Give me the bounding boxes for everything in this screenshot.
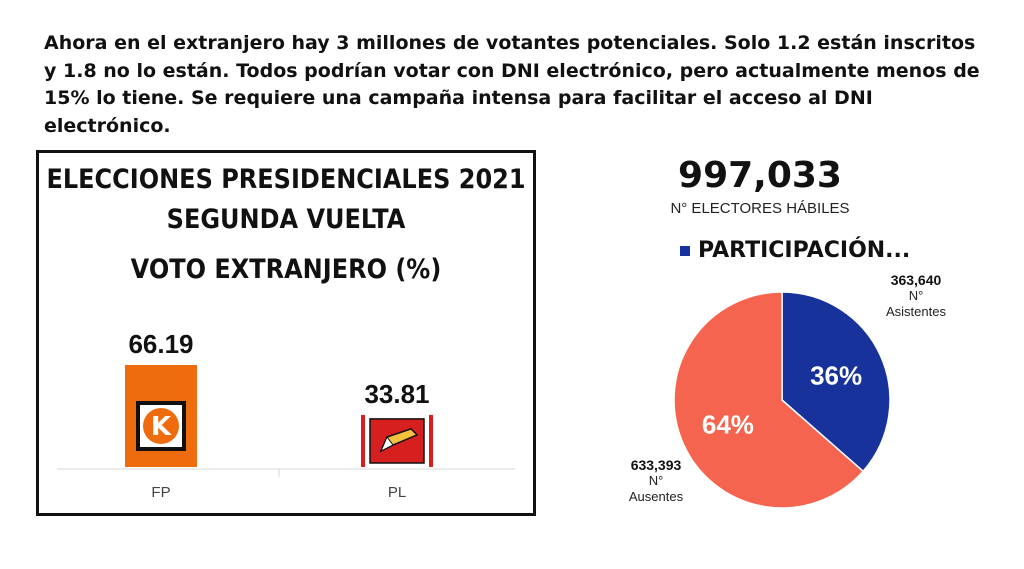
pie-percent-label: 64% — [702, 409, 754, 439]
bar-category-label: PL — [388, 484, 406, 501]
bar-chart-panel: ELECCIONES PRESIDENCIALES 2021 SEGUNDA V… — [36, 150, 536, 516]
bar-chart-title: ELECCIONES PRESIDENCIALES 2021 — [46, 163, 526, 195]
ausentes-label-line1: N° — [648, 473, 664, 488]
pencil-logo-icon — [369, 418, 425, 464]
svg-text:K: K — [151, 412, 172, 442]
intro-paragraph: Ahora en el extranjero hay 3 millones de… — [44, 32, 980, 137]
k-logo-icon: K — [136, 401, 186, 451]
ausentes-label-line2: Ausentes — [628, 489, 684, 504]
bar-chart-plot: K 66.19 FP 33.81 PL — [57, 329, 515, 501]
bar-fp: K — [125, 365, 197, 467]
bar-category-label: FP — [151, 484, 170, 501]
pie-note-ausentes: 633,393 N° Ausentes — [606, 457, 706, 505]
legend-swatch — [680, 245, 690, 256]
asistentes-value: 363,640 — [890, 272, 942, 288]
pie-legend: PARTICIPACIÓN... — [680, 238, 910, 263]
electores-habiles-value: 997,033 — [678, 155, 842, 196]
legend-label: PARTICIPACIÓN... — [698, 238, 911, 263]
bar-pl — [361, 414, 433, 467]
ausentes-value: 633,393 — [630, 457, 682, 473]
electores-habiles-label: N° ELECTORES HÁBILES — [670, 200, 850, 217]
bar-value-label: 33.81 — [364, 379, 429, 409]
bar-chart-subtitle: SEGUNDA VUELTA — [166, 203, 406, 235]
pie-note-asistentes: 363,640 N° Asistentes — [866, 272, 966, 320]
bar-chart-subtitle-2: VOTO EXTRANJERO (%) — [130, 253, 442, 285]
pie-percent-label: 36% — [810, 361, 862, 391]
bar-value-label: 66.19 — [128, 329, 193, 359]
asistentes-label-line1: N° — [908, 288, 924, 303]
asistentes-label-line2: Asistentes — [886, 304, 946, 319]
